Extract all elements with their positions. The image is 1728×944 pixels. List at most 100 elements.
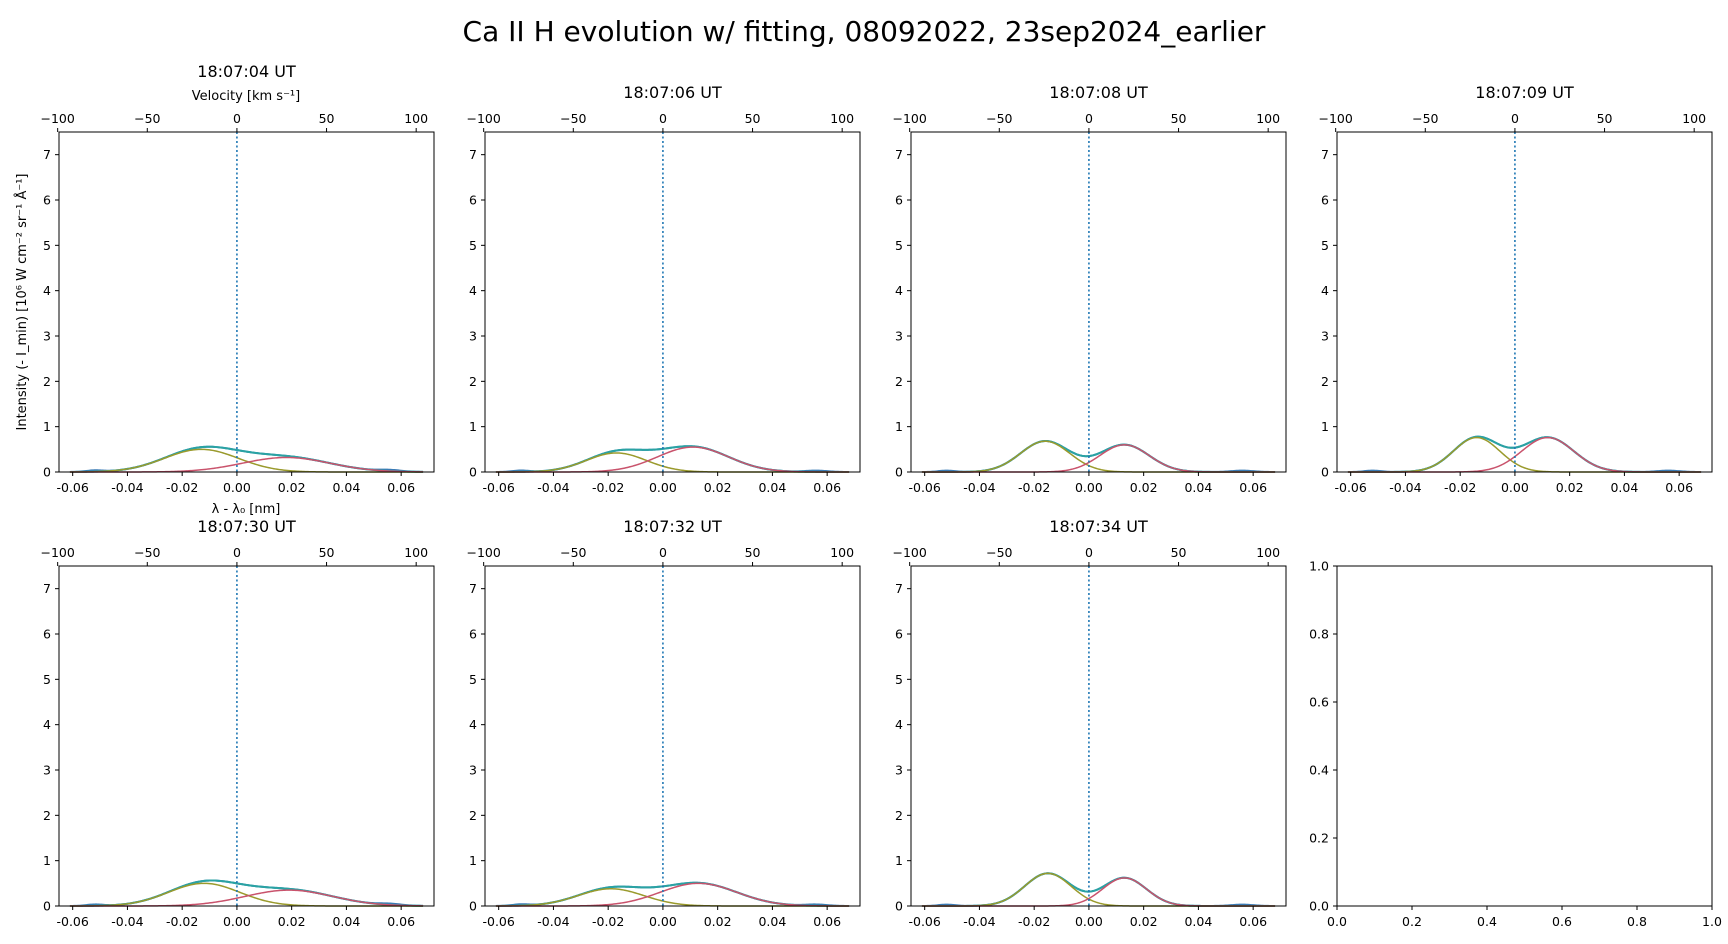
y-tick-label: 7 — [469, 581, 477, 596]
velocity-tick-label: 100 — [404, 545, 428, 560]
total-fit-line — [69, 879, 424, 907]
x-tick-label: -0.06 — [909, 914, 941, 929]
y-tick-label: 0.4 — [1309, 763, 1329, 778]
y-tick-label: 2 — [895, 808, 903, 823]
x-tick-label: 0.06 — [1239, 914, 1267, 929]
y-tick-label: 0 — [43, 899, 51, 914]
x-tick-label: 0.00 — [649, 480, 677, 495]
total-fit-line — [69, 445, 424, 473]
x-tick-label: 0.04 — [758, 480, 786, 495]
y-tick-label: 5 — [43, 672, 51, 687]
panel-title: 18:07:32 UT — [623, 517, 722, 536]
y-tick-label: 5 — [895, 238, 903, 253]
y-tick-label: 1 — [43, 419, 51, 434]
observed-profile-line — [69, 445, 424, 473]
velocity-tick-label: 50 — [319, 111, 335, 126]
x-tick-label: -0.02 — [166, 480, 198, 495]
panel-6: 18:07:32 UT -0.06 -0.04 -0.02 0.00 0.02 0.04 0.… — [466, 517, 861, 929]
y-tick-label: 5 — [469, 238, 477, 253]
x-tick-label: 0.4 — [1477, 914, 1497, 929]
total-fit-line — [1347, 435, 1702, 473]
panel-title: 18:07:08 UT — [1049, 83, 1148, 102]
x-tick-label: -0.06 — [909, 480, 941, 495]
panel-4: 18:07:09 UT -0.06 -0.04 -0.02 0.00 0.02 0.04 0.… — [1318, 83, 1713, 495]
wavelength-axis-label: λ - λ₀ [nm] — [212, 502, 281, 517]
y-axis-label: Intensity (- I_min) [10⁶ W cm⁻² sr⁻¹ Å⁻¹… — [14, 174, 30, 431]
velocity-tick-label: −50 — [134, 111, 160, 126]
velocity-tick-label: 0 — [1085, 545, 1093, 560]
x-tick-label: 0.00 — [1501, 480, 1529, 495]
y-tick-label: 1 — [1321, 419, 1329, 434]
x-tick-label: -0.06 — [483, 914, 515, 929]
x-tick-label: 0.0 — [1327, 914, 1347, 929]
x-tick-label: 0.02 — [278, 914, 306, 929]
velocity-tick-label: −50 — [560, 545, 586, 560]
y-tick-label: 1 — [43, 853, 51, 868]
total-fit-line — [921, 872, 1276, 907]
y-tick-label: 2 — [469, 808, 477, 823]
y-tick-label: 0 — [895, 899, 903, 914]
velocity-tick-label: −100 — [40, 545, 74, 560]
y-tick-label: 4 — [469, 283, 477, 298]
y-tick-label: 7 — [43, 147, 51, 162]
x-tick-label: -0.04 — [537, 480, 569, 495]
x-tick-label: -0.02 — [1444, 480, 1476, 495]
y-tick-label: 0.6 — [1309, 695, 1329, 710]
x-tick-label: -0.06 — [57, 480, 89, 495]
velocity-tick-label: 0 — [1511, 111, 1519, 126]
y-tick-label: 3 — [895, 763, 903, 778]
y-tick-label: 1.0 — [1309, 559, 1329, 574]
velocity-tick-label: −50 — [560, 111, 586, 126]
velocity-tick-label: 50 — [319, 545, 335, 560]
y-tick-label: 4 — [43, 283, 51, 298]
velocity-tick-label: −50 — [1412, 111, 1438, 126]
panel-title: 18:07:09 UT — [1475, 83, 1574, 102]
y-tick-label: 0.0 — [1309, 899, 1329, 914]
blue-component-line — [495, 452, 850, 473]
y-tick-label: 6 — [895, 193, 903, 208]
y-tick-label: 3 — [469, 763, 477, 778]
velocity-tick-label: 50 — [745, 545, 761, 560]
red-component-line — [1347, 436, 1702, 473]
velocity-tick-label: −100 — [892, 111, 926, 126]
velocity-tick-label: 100 — [404, 111, 428, 126]
x-tick-label: -0.04 — [963, 914, 995, 929]
velocity-tick-label: 50 — [1171, 545, 1187, 560]
x-tick-label: 0.02 — [704, 480, 732, 495]
velocity-tick-label: −100 — [40, 111, 74, 126]
velocity-tick-label: 100 — [1256, 111, 1280, 126]
x-tick-label: 0.02 — [1556, 480, 1584, 495]
y-tick-label: 1 — [895, 853, 903, 868]
x-tick-label: -0.02 — [1018, 914, 1050, 929]
y-tick-label: 0.8 — [1309, 627, 1329, 642]
y-tick-label: 4 — [43, 717, 51, 732]
x-tick-label: 0.00 — [1075, 914, 1103, 929]
y-tick-label: 6 — [469, 193, 477, 208]
x-tick-label: 0.04 — [1184, 914, 1212, 929]
velocity-tick-label: 50 — [1171, 111, 1187, 126]
velocity-tick-label: 0 — [233, 545, 241, 560]
x-tick-label: -0.02 — [592, 480, 624, 495]
axes-frame — [58, 131, 435, 473]
y-tick-label: 6 — [469, 627, 477, 642]
x-tick-label: 0.06 — [1239, 480, 1267, 495]
y-tick-label: 1 — [469, 419, 477, 434]
x-tick-label: -0.06 — [1335, 480, 1367, 495]
blue-component-line — [495, 888, 850, 907]
velocity-tick-label: 100 — [830, 111, 854, 126]
panel-title: 18:07:34 UT — [1049, 517, 1148, 536]
y-tick-label: 1 — [895, 419, 903, 434]
y-tick-label: 5 — [1321, 238, 1329, 253]
panel-7: 18:07:34 UT -0.06 -0.04 -0.02 0.00 0.02 0.04 0.… — [892, 517, 1287, 929]
y-tick-label: 0 — [1321, 465, 1329, 480]
y-tick-label: 3 — [43, 329, 51, 344]
x-tick-label: -0.04 — [963, 480, 995, 495]
y-tick-label: 2 — [43, 374, 51, 389]
x-tick-label: 0.04 — [758, 914, 786, 929]
x-tick-label: 0.06 — [813, 480, 841, 495]
red-component-line — [921, 877, 1276, 907]
y-tick-label: 7 — [43, 581, 51, 596]
panel-5: 18:07:30 UT -0.06 -0.04 -0.02 0.00 0.02 0.04 0.… — [40, 517, 435, 929]
x-tick-label: 0.06 — [387, 480, 415, 495]
x-tick-label: -0.02 — [592, 914, 624, 929]
